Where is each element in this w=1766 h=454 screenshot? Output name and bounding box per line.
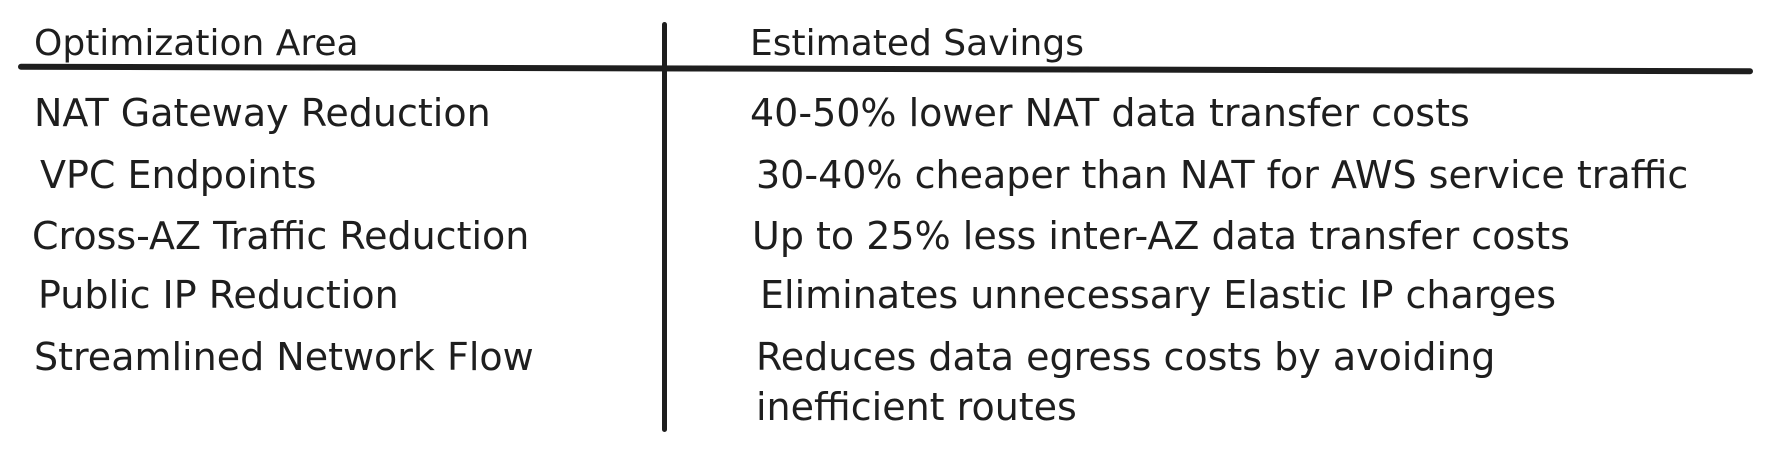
row-2-savings: 30-40% cheaper than NAT for AWS service … [756,153,1689,197]
row-1-area: NAT Gateway Reduction [34,91,491,135]
row-1-savings: 40-50% lower NAT data transfer costs [750,91,1470,135]
row-5-savings: Reduces data egress costs by avoiding in… [756,335,1496,429]
column-header-optimization-area: Optimization Area [34,23,359,64]
column-divider [662,22,667,432]
row-4-savings: Eliminates unnecessary Elastic IP charge… [760,273,1556,317]
row-4-area: Public IP Reduction [38,273,399,317]
header-divider [17,63,1754,75]
row-2-area: VPC Endpoints [40,153,317,197]
column-header-estimated-savings: Estimated Savings [750,23,1084,64]
row-5-area: Streamlined Network Flow [34,335,534,379]
row-3-savings: Up to 25% less inter-AZ data transfer co… [752,214,1570,258]
row-3-area: Cross-AZ Traffic Reduction [32,214,530,258]
